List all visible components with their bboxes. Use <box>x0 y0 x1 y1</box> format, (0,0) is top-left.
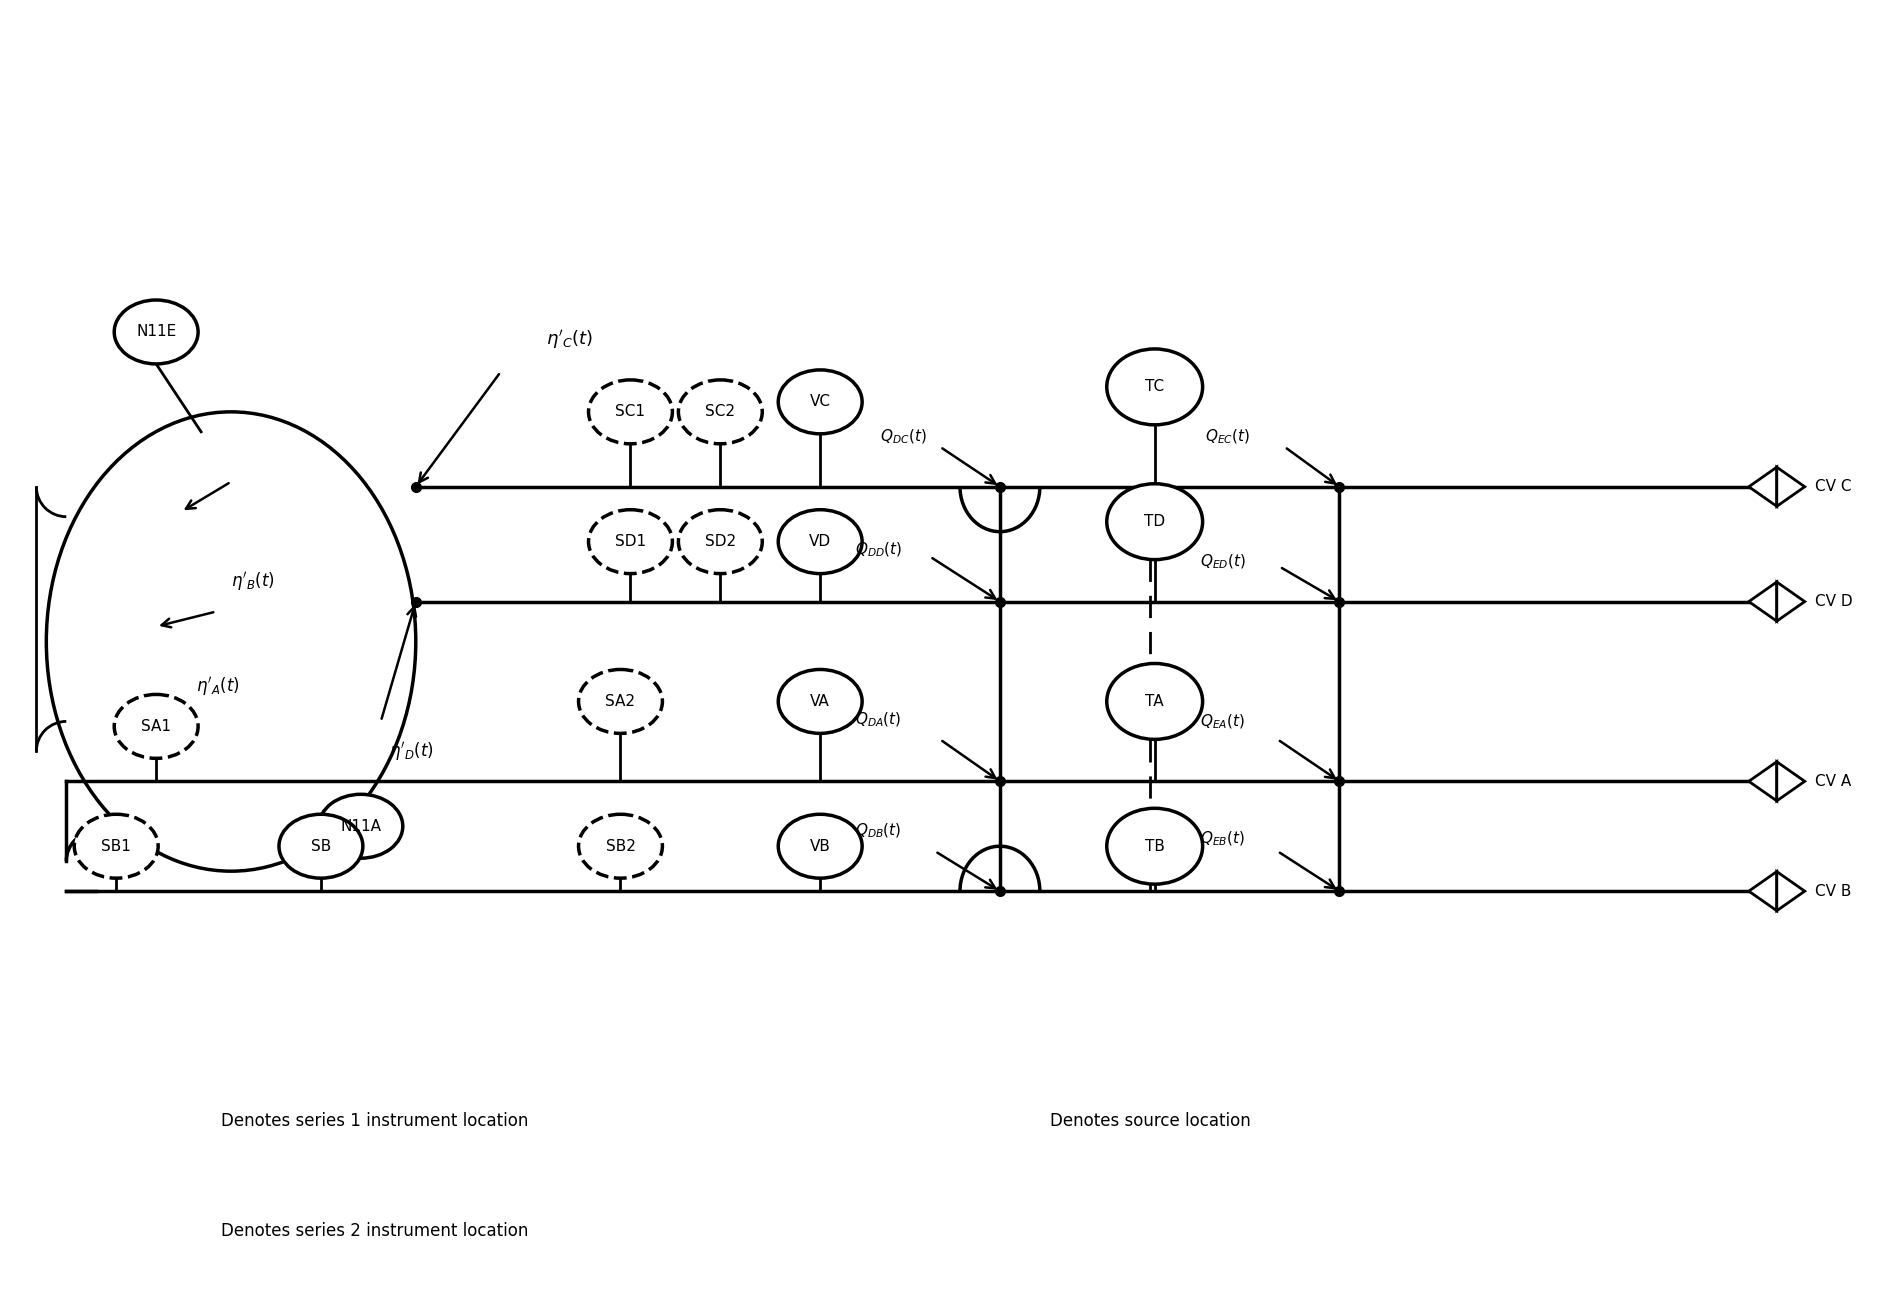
Polygon shape <box>1748 872 1777 911</box>
Ellipse shape <box>278 814 364 878</box>
Text: SB1: SB1 <box>100 839 131 853</box>
Ellipse shape <box>114 694 199 758</box>
Text: SC2: SC2 <box>705 404 735 420</box>
Text: $Q_{DC}(t)$: $Q_{DC}(t)$ <box>881 427 926 446</box>
Text: $Q_{EC}(t)$: $Q_{EC}(t)$ <box>1205 427 1250 446</box>
Ellipse shape <box>778 814 862 878</box>
Text: $\eta'_A(t)$: $\eta'_A(t)$ <box>197 675 241 698</box>
Ellipse shape <box>578 670 663 734</box>
Ellipse shape <box>1106 349 1203 425</box>
Text: $Q_{EA}(t)$: $Q_{EA}(t)$ <box>1199 713 1244 731</box>
Polygon shape <box>1777 582 1805 622</box>
Polygon shape <box>1748 582 1777 622</box>
Text: SA2: SA2 <box>606 694 636 709</box>
Text: $Q_{DA}(t)$: $Q_{DA}(t)$ <box>854 710 902 728</box>
Text: $\eta'_D(t)$: $\eta'_D(t)$ <box>388 740 434 762</box>
Ellipse shape <box>80 1199 163 1263</box>
Text: SA1: SA1 <box>142 719 170 734</box>
Text: SB: SB <box>311 839 331 853</box>
Ellipse shape <box>678 509 761 573</box>
Text: $\eta'_B(t)$: $\eta'_B(t)$ <box>231 571 275 593</box>
Text: SC1: SC1 <box>616 404 646 420</box>
Ellipse shape <box>678 380 761 444</box>
Text: $Q_{ED}(t)$: $Q_{ED}(t)$ <box>1199 552 1246 571</box>
Ellipse shape <box>578 814 663 878</box>
Text: CV D: CV D <box>1814 594 1852 609</box>
Polygon shape <box>1777 872 1805 911</box>
Text: TB: TB <box>1144 839 1165 853</box>
Text: SB2: SB2 <box>606 839 634 853</box>
Text: $\eta'_C(t)$: $\eta'_C(t)$ <box>545 328 593 352</box>
Ellipse shape <box>114 300 199 364</box>
Polygon shape <box>1777 762 1805 801</box>
Text: VC: VC <box>811 395 831 409</box>
Polygon shape <box>1748 468 1777 507</box>
Ellipse shape <box>1106 483 1203 559</box>
Text: CV A: CV A <box>1814 774 1850 788</box>
Text: N11A: N11A <box>341 818 381 834</box>
Text: Denotes series 1 instrument location: Denotes series 1 instrument location <box>222 1111 528 1130</box>
Ellipse shape <box>1106 663 1203 739</box>
Text: TC: TC <box>1146 379 1165 395</box>
Ellipse shape <box>778 670 862 734</box>
Text: SD1: SD1 <box>616 534 646 549</box>
Ellipse shape <box>74 814 159 878</box>
Text: N11E: N11E <box>136 324 176 340</box>
Text: TA: TA <box>1146 694 1165 709</box>
Text: VB: VB <box>811 839 831 853</box>
Ellipse shape <box>589 380 672 444</box>
Ellipse shape <box>318 795 403 859</box>
Polygon shape <box>1777 468 1805 507</box>
Text: $Q_{EB}(t)$: $Q_{EB}(t)$ <box>1199 830 1244 848</box>
Text: SD2: SD2 <box>705 534 737 549</box>
Text: $Q_{DB}(t)$: $Q_{DB}(t)$ <box>854 822 902 840</box>
Ellipse shape <box>80 1089 163 1153</box>
Text: CV C: CV C <box>1814 480 1850 494</box>
Ellipse shape <box>589 509 672 573</box>
Text: VD: VD <box>809 534 831 549</box>
Ellipse shape <box>778 370 862 434</box>
Text: Denotes series 2 instrument location: Denotes series 2 instrument location <box>222 1222 528 1239</box>
Text: $Q_{DD}(t)$: $Q_{DD}(t)$ <box>854 541 903 559</box>
Text: CV B: CV B <box>1814 883 1850 899</box>
Polygon shape <box>1748 762 1777 801</box>
Ellipse shape <box>1106 808 1203 885</box>
Text: Denotes source location: Denotes source location <box>1049 1111 1250 1130</box>
Text: VA: VA <box>811 694 830 709</box>
Ellipse shape <box>778 509 862 573</box>
Text: TD: TD <box>1144 515 1165 529</box>
